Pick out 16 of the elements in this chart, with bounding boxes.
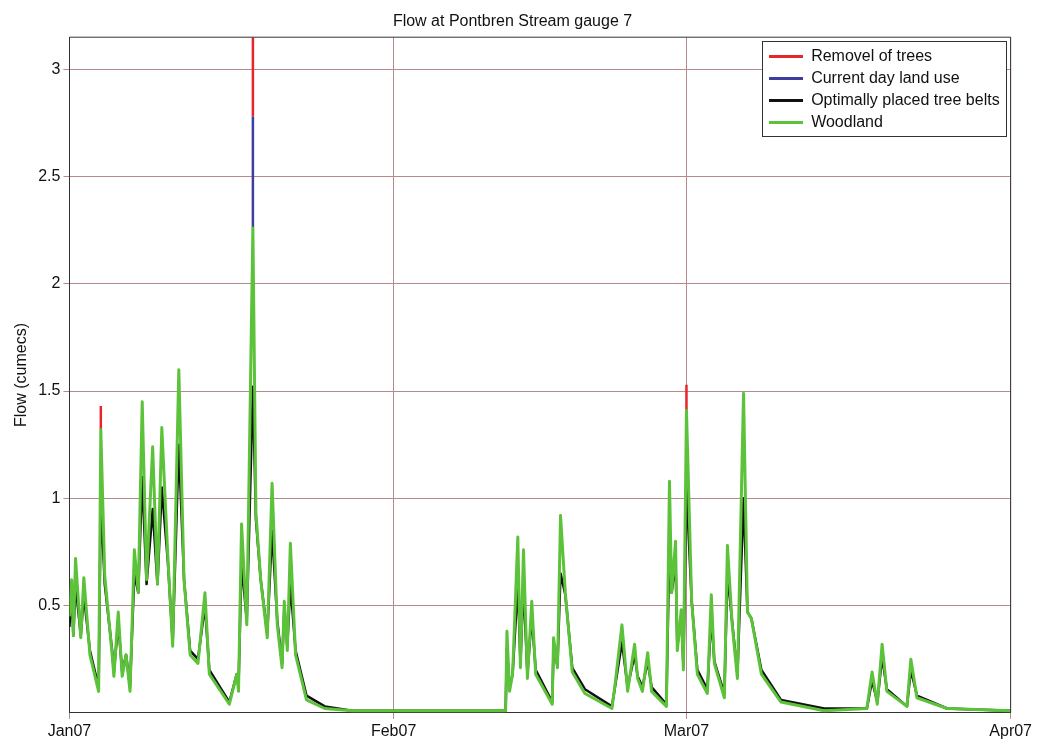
y-tick-label: 1 [51,488,61,506]
x-tick-label: Feb07 [370,721,417,739]
y-tick-label: 3 [51,59,61,77]
legend-label: Optimally placed tree belts [811,90,1000,111]
legend-label: Woodland [811,112,883,133]
legend-label: Current day land use [811,68,960,89]
x-tick-label: Mar07 [663,721,710,739]
x-tick-label: Jan07 [47,721,92,739]
y-tick-label: 0.5 [38,595,61,613]
y-tick-label: 1.5 [38,381,61,399]
y-axis-title: Flow (cumecs) [12,322,30,428]
legend-label: Removel of trees [811,46,933,67]
y-tick-label: 2 [51,274,61,292]
x-tick-label: Apr07 [989,721,1033,739]
chart-title: Flow at Pontbren Stream gauge 7 [392,12,633,30]
y-tick-label: 2.5 [38,167,61,185]
